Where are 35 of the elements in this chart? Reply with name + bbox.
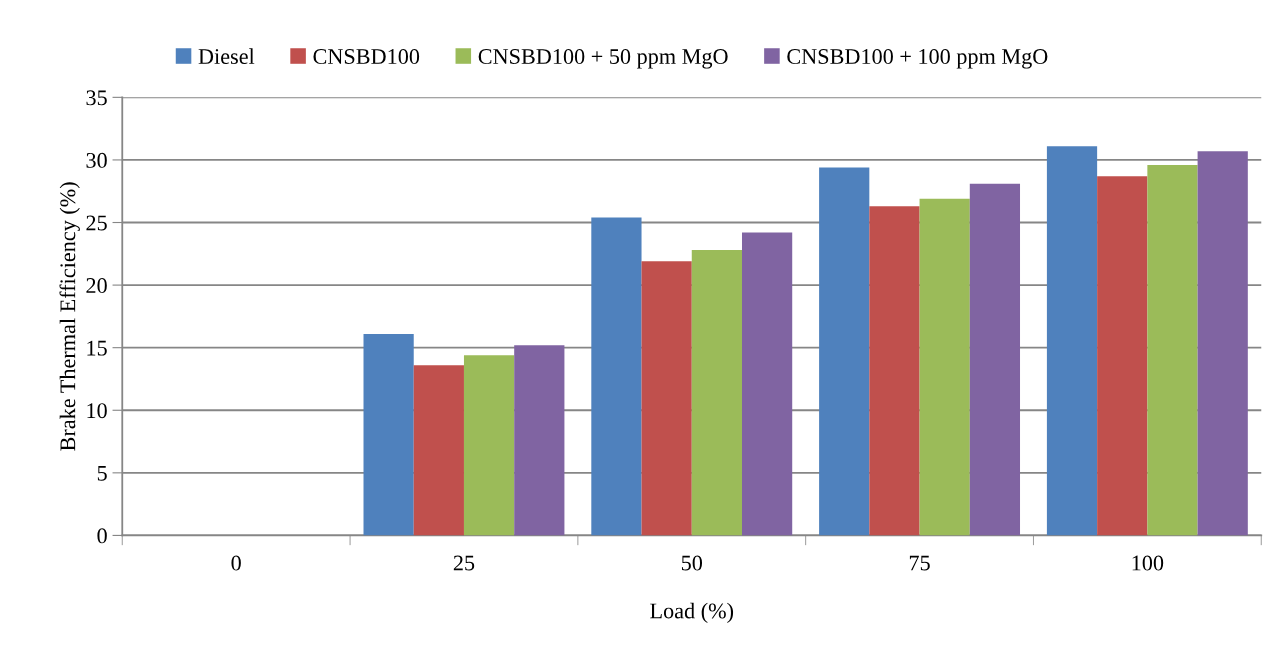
legend-label: CNSBD100 + 100 ppm MgO xyxy=(787,49,1048,69)
x-axis-title: Load (%) xyxy=(650,602,734,623)
y-tick-label: 15 xyxy=(87,340,107,356)
bar xyxy=(413,365,464,536)
x-tick-label: 75 xyxy=(909,555,930,571)
y-axis-title: Brake Thermal Efficiency (%) xyxy=(59,182,80,451)
legend-label: Diesel xyxy=(198,48,255,65)
x-tick-label: 0 xyxy=(231,555,241,571)
bar xyxy=(869,206,920,536)
bar xyxy=(514,345,565,536)
x-tick-label: 100 xyxy=(1132,555,1164,571)
y-tick-label: 5 xyxy=(97,466,107,481)
legend-label: CNSBD100 + 50 ppm MgO xyxy=(478,49,728,69)
y-tick-label: 20 xyxy=(86,278,107,294)
bar xyxy=(691,250,742,536)
y-tick-label: 25 xyxy=(86,215,107,231)
bar xyxy=(969,183,1021,536)
bar xyxy=(819,167,870,536)
bar xyxy=(463,355,515,536)
bar xyxy=(1046,146,1098,536)
x-tick-label: 50 xyxy=(681,555,703,571)
bar xyxy=(363,333,414,536)
bar xyxy=(641,261,692,536)
legend-label: CNSBD100 xyxy=(313,49,420,65)
y-tick-label: 35 xyxy=(86,90,107,106)
bar xyxy=(591,217,642,536)
bar xyxy=(1197,151,1248,536)
bar xyxy=(1097,176,1148,536)
bar xyxy=(1147,164,1198,536)
bar xyxy=(741,232,793,536)
bar xyxy=(919,198,970,536)
x-tick-label: 25 xyxy=(453,555,475,571)
y-tick-label: 10 xyxy=(87,403,107,419)
y-tick-label: 30 xyxy=(86,152,107,168)
y-tick-label: 0 xyxy=(97,528,107,544)
